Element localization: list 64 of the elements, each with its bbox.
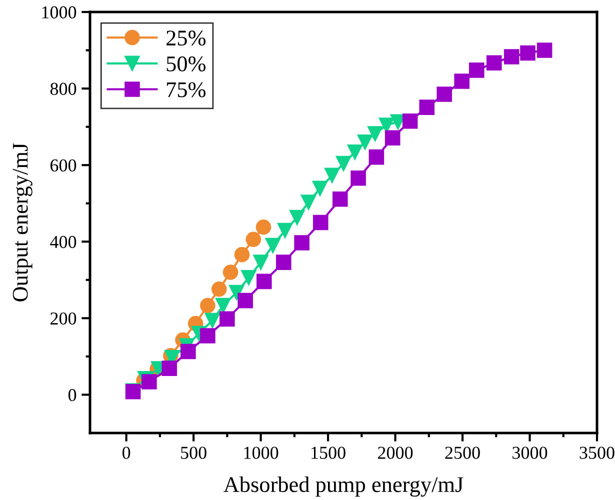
x-tick-label: 3000 [512, 446, 548, 459]
point [350, 170, 366, 186]
point [256, 219, 272, 235]
x-tick-label: 2500 [445, 446, 480, 459]
point [228, 284, 244, 300]
point [402, 113, 418, 129]
point [367, 126, 383, 142]
point [347, 144, 363, 160]
point [162, 360, 177, 376]
point [486, 55, 502, 71]
point [253, 254, 268, 270]
y-axis-title: Output energy/mJ [12, 143, 32, 302]
point [246, 232, 262, 247]
point [204, 312, 220, 328]
point [289, 210, 305, 226]
point [241, 270, 256, 286]
y-tick-label: 800 [50, 82, 76, 95]
legend-label: 75% [167, 82, 206, 98]
y-tick-label: 400 [50, 236, 76, 248]
point [216, 298, 231, 314]
legend-label: 50% [166, 56, 206, 72]
y-tick-label: 1000 [42, 6, 76, 18]
point [294, 235, 310, 250]
x-tick-label: 3500 [580, 446, 614, 459]
point [200, 328, 216, 344]
point [265, 238, 281, 254]
x-tick-label: 0 [122, 446, 130, 459]
point [211, 281, 227, 297]
x-tick-label: 1000 [244, 446, 278, 459]
point [276, 254, 292, 270]
point [324, 168, 340, 184]
point [300, 194, 316, 210]
x-tick-label: 2000 [378, 446, 413, 459]
x-tick-label: 500 [181, 446, 206, 459]
point [220, 311, 235, 327]
y-tick-label: 600 [50, 159, 76, 172]
point [436, 86, 452, 102]
y-tick-label: 200 [50, 312, 76, 325]
point [238, 292, 253, 308]
point [142, 374, 157, 390]
point [200, 298, 216, 314]
point [222, 264, 238, 280]
x-axis-title: Absorbed pump energy/mJ [224, 476, 464, 497]
point [454, 74, 470, 89]
point [234, 247, 250, 262]
point [419, 100, 435, 115]
point [378, 118, 394, 133]
point [536, 42, 552, 58]
point [520, 45, 536, 61]
point [469, 62, 484, 78]
point [357, 134, 373, 150]
x-tick-label: 1500 [312, 446, 346, 459]
point [313, 214, 328, 230]
point [336, 156, 352, 172]
point [332, 192, 348, 207]
y-tick-label: 0 [68, 388, 76, 402]
point [312, 180, 328, 196]
point [277, 222, 293, 238]
point [384, 130, 400, 146]
point [504, 49, 520, 64]
point [256, 274, 272, 290]
point [368, 149, 384, 165]
legend-label: 25% [166, 30, 206, 46]
point [180, 344, 196, 360]
